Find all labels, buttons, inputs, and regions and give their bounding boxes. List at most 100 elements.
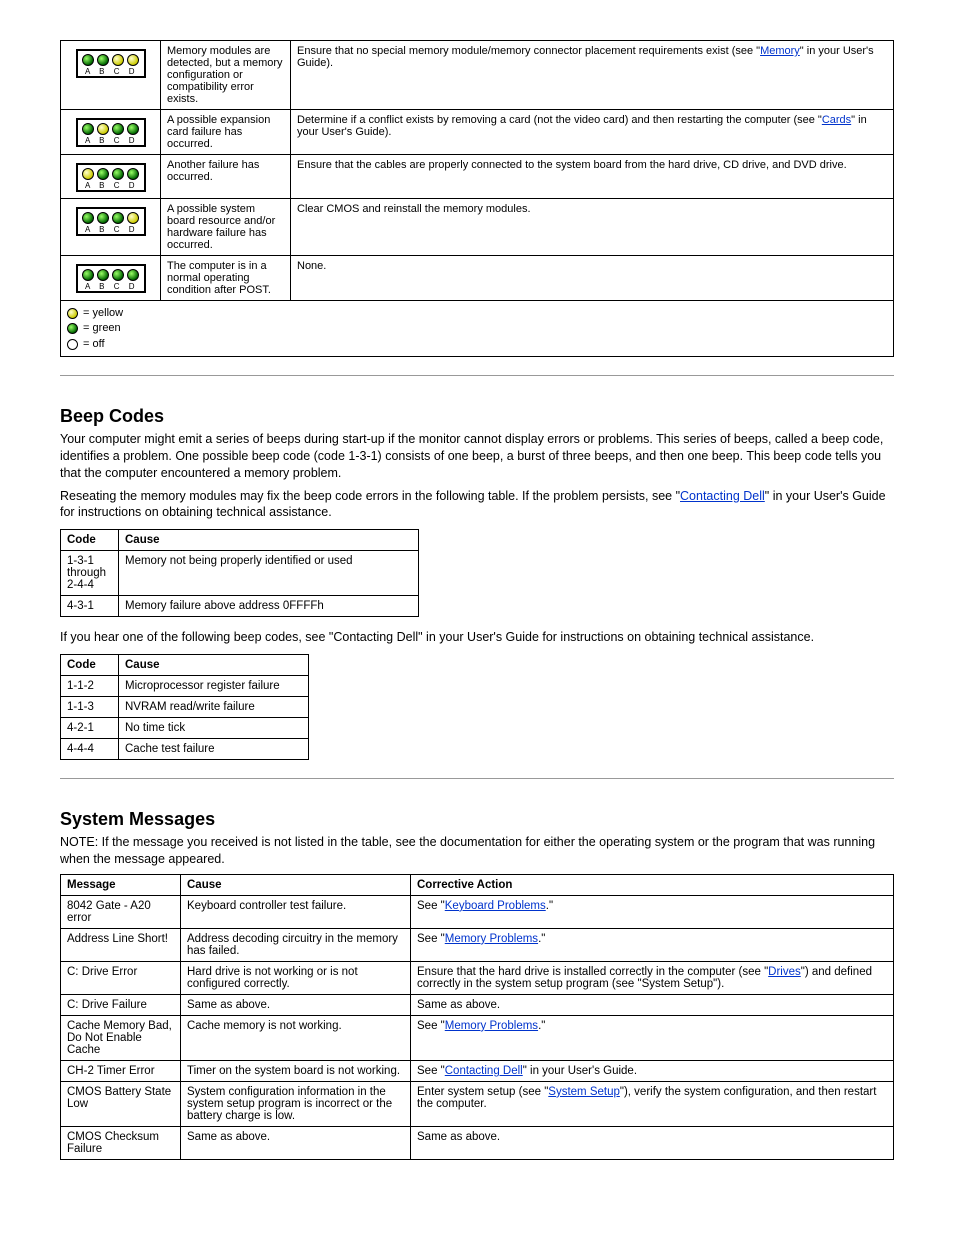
col-code: Code <box>61 530 119 551</box>
diag-light-cell: A B C D <box>61 155 161 199</box>
beep-cause: NVRAM read/write failure <box>119 697 309 718</box>
doc-link[interactable]: Contacting Dell <box>445 1065 523 1077</box>
contacting-dell-link[interactable]: Contacting Dell <box>680 489 765 503</box>
msg-row: CMOS Battery State LowSystem configurati… <box>61 1081 894 1126</box>
diag-cause-cell: The computer is in a normal operating co… <box>161 256 291 301</box>
diag-action-cell: None. <box>291 256 894 301</box>
msg-row: C: Drive FailureSame as above.Same as ab… <box>61 994 894 1015</box>
beep-para-2: Reseating the memory modules may fix the… <box>60 488 894 522</box>
msg-action: See "Keyboard Problems." <box>411 895 894 928</box>
diag-light-cell: A B C D <box>61 41 161 110</box>
system-messages-note: NOTE: If the message you received is not… <box>60 834 894 868</box>
msg-cause: Timer on the system board is not working… <box>181 1060 411 1081</box>
msg-name: 8042 Gate - A20 error <box>61 895 181 928</box>
diag-legend-cell: = yellow = green = off <box>61 301 894 357</box>
msg-name: CMOS Checksum Failure <box>61 1126 181 1159</box>
doc-link[interactable]: Memory Problems <box>445 1020 538 1032</box>
msg-row: CH-2 Timer ErrorTimer on the system boar… <box>61 1060 894 1081</box>
diag-action-cell: Ensure that no special memory module/mem… <box>291 41 894 110</box>
msg-row: MessageCauseCorrective Action <box>61 874 894 895</box>
beep-row: 4-3-1Memory failure above address 0FFFFh <box>61 596 419 617</box>
col-action: Corrective Action <box>411 874 894 895</box>
msg-name: C: Drive Error <box>61 961 181 994</box>
msg-cause: System configuration information in the … <box>181 1081 411 1126</box>
msg-name: CMOS Battery State Low <box>61 1081 181 1126</box>
beep-cause: Memory failure above address 0FFFFh <box>119 596 419 617</box>
beep-code: 1-3-1 through 2-4-4 <box>61 551 119 596</box>
col-cause: Cause <box>181 874 411 895</box>
msg-name: C: Drive Failure <box>61 994 181 1015</box>
beep-row: 4-4-4Cache test failure <box>61 739 309 760</box>
section-divider <box>60 778 894 779</box>
legend-item: = green <box>67 321 887 335</box>
doc-link[interactable]: Memory Problems <box>445 933 538 945</box>
msg-cause: Same as above. <box>181 994 411 1015</box>
diag-row: A B C D A possible expansion card failur… <box>61 110 894 155</box>
msg-cause: Keyboard controller test failure. <box>181 895 411 928</box>
msg-row: Cache Memory Bad, Do Not Enable CacheCac… <box>61 1015 894 1060</box>
diag-light-cell: A B C D <box>61 110 161 155</box>
beep-row: 1-1-2Microprocessor register failure <box>61 676 309 697</box>
msg-cause: Hard drive is not working or is not conf… <box>181 961 411 994</box>
msg-action: See "Contacting Dell" in your User's Gui… <box>411 1060 894 1081</box>
diag-cause-cell: Another failure has occurred. <box>161 155 291 199</box>
msg-action: Same as above. <box>411 994 894 1015</box>
col-code: Code <box>61 655 119 676</box>
msg-name: CH-2 Timer Error <box>61 1060 181 1081</box>
msg-action: Same as above. <box>411 1126 894 1159</box>
msg-name: Cache Memory Bad, Do Not Enable Cache <box>61 1015 181 1060</box>
beep-codes-heading: Beep Codes <box>60 406 894 427</box>
beep-code: 4-2-1 <box>61 718 119 739</box>
diag-legend-row: = yellow = green = off <box>61 301 894 357</box>
msg-action: Ensure that the hard drive is installed … <box>411 961 894 994</box>
msg-action: Enter system setup (see "System Setup"),… <box>411 1081 894 1126</box>
beep-table-2: CodeCause1-1-2Microprocessor register fa… <box>60 654 309 760</box>
beep-cause: Cache test failure <box>119 739 309 760</box>
doc-link[interactable]: Keyboard Problems <box>445 900 546 912</box>
diag-cause-cell: Memory modules are detected, but a memor… <box>161 41 291 110</box>
diag-light-cell: A B C D <box>61 256 161 301</box>
beep-row: 4-2-1No time tick <box>61 718 309 739</box>
diag-cause-cell: A possible expansion card failure has oc… <box>161 110 291 155</box>
beep-row: CodeCause <box>61 655 309 676</box>
doc-link[interactable]: Memory <box>760 45 800 57</box>
legend-item: = off <box>67 337 887 351</box>
beep-para-3: If you hear one of the following beep co… <box>60 629 894 646</box>
diag-row: A B C D Memory modules are detected, but… <box>61 41 894 110</box>
diag-action-cell: Ensure that the cables are properly conn… <box>291 155 894 199</box>
col-cause: Cause <box>119 530 419 551</box>
doc-link[interactable]: System Setup <box>548 1086 620 1098</box>
diag-row: A B C D The computer is in a normal oper… <box>61 256 894 301</box>
msg-row: Address Line Short!Address decoding circ… <box>61 928 894 961</box>
system-messages-table: MessageCauseCorrective Action8042 Gate -… <box>60 874 894 1160</box>
diag-row: A B C D Another failure has occurred. En… <box>61 155 894 199</box>
diag-row: A B C D A possible system board resource… <box>61 199 894 256</box>
beep-code: 4-4-4 <box>61 739 119 760</box>
msg-cause: Address decoding circuitry in the memory… <box>181 928 411 961</box>
system-messages-heading: System Messages <box>60 809 894 830</box>
diagnostic-lights-table: A B C D Memory modules are detected, but… <box>60 40 894 357</box>
beep-row: CodeCause <box>61 530 419 551</box>
beep-para-2-pre: Reseating the memory modules may fix the… <box>60 489 680 503</box>
msg-row: 8042 Gate - A20 errorKeyboard controller… <box>61 895 894 928</box>
beep-row: 1-1-3NVRAM read/write failure <box>61 697 309 718</box>
msg-row: C: Drive ErrorHard drive is not working … <box>61 961 894 994</box>
doc-link[interactable]: Drives <box>768 966 801 978</box>
legend-item: = yellow <box>67 306 887 320</box>
beep-cause: Microprocessor register failure <box>119 676 309 697</box>
beep-cause: Memory not being properly identified or … <box>119 551 419 596</box>
doc-link[interactable]: Cards <box>822 114 851 126</box>
section-divider <box>60 375 894 376</box>
msg-row: CMOS Checksum FailureSame as above.Same … <box>61 1126 894 1159</box>
col-cause: Cause <box>119 655 309 676</box>
beep-cause: No time tick <box>119 718 309 739</box>
msg-action: See "Memory Problems." <box>411 1015 894 1060</box>
msg-cause: Cache memory is not working. <box>181 1015 411 1060</box>
beep-para-1: Your computer might emit a series of bee… <box>60 431 894 482</box>
diag-cause-cell: A possible system board resource and/or … <box>161 199 291 256</box>
beep-code: 4-3-1 <box>61 596 119 617</box>
beep-row: 1-3-1 through 2-4-4Memory not being prop… <box>61 551 419 596</box>
msg-cause: Same as above. <box>181 1126 411 1159</box>
col-msg: Message <box>61 874 181 895</box>
diag-action-cell: Clear CMOS and reinstall the memory modu… <box>291 199 894 256</box>
